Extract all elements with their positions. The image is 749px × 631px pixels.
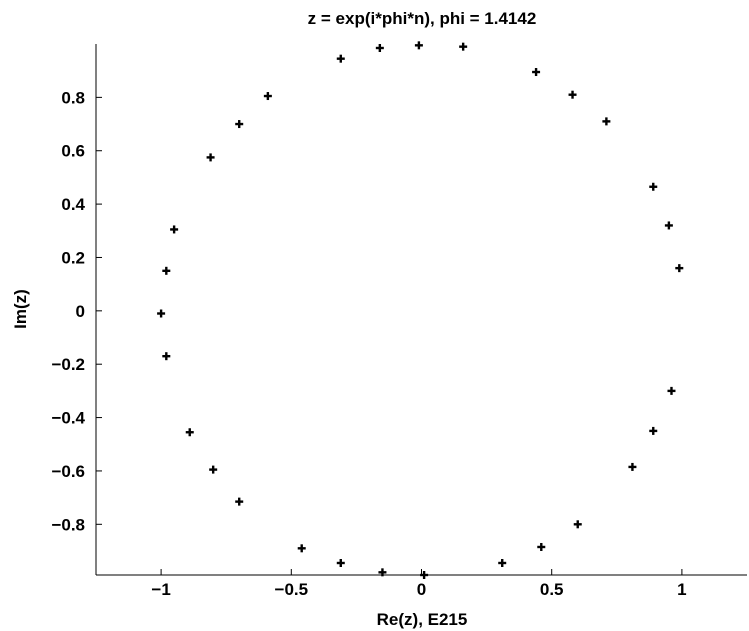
data-point (602, 117, 611, 126)
data-point (649, 426, 658, 435)
data-point (235, 120, 244, 129)
y-axis-label: Im(z) (11, 289, 30, 329)
data-point (157, 309, 166, 318)
y-tick-label: 0.8 (61, 88, 85, 107)
data-point (185, 428, 194, 437)
data-point (209, 465, 218, 474)
data-point (459, 42, 468, 51)
x-axis-label: Re(z), E215 (377, 610, 468, 629)
y-tick-label: −0.2 (51, 355, 85, 374)
y-tick-label: 0.4 (61, 195, 85, 214)
x-tick-label: 1 (677, 580, 686, 599)
data-point (206, 153, 215, 162)
data-point (336, 54, 345, 63)
data-point (162, 352, 171, 361)
y-tick-label: −0.4 (51, 409, 85, 428)
data-point (378, 568, 387, 577)
data-point (414, 41, 423, 50)
x-tick-label: 0 (417, 580, 426, 599)
data-points (157, 41, 684, 579)
data-point (532, 68, 541, 77)
data-point (573, 520, 582, 529)
data-point (498, 558, 507, 567)
y-tick-label: 0 (76, 302, 85, 321)
data-point (336, 558, 345, 567)
data-point (297, 544, 306, 553)
data-point (649, 182, 658, 191)
data-point (162, 266, 171, 275)
y-tick-label: −0.6 (51, 462, 85, 481)
data-point (263, 92, 272, 101)
data-point (667, 386, 676, 395)
y-tick-label: 0.6 (61, 142, 85, 161)
x-tick-label: 0.5 (540, 580, 564, 599)
data-point (628, 462, 637, 471)
data-point (235, 497, 244, 506)
y-tick-label: −0.8 (51, 515, 85, 534)
data-point (170, 225, 179, 234)
data-point (537, 542, 546, 551)
y-tick-label: 0.2 (61, 248, 85, 267)
y-ticks: −0.8 −0.6 −0.4 −0.2 0 0.2 0.4 0.6 0.8 (51, 88, 102, 534)
data-point (568, 90, 577, 99)
chart-title: z = exp(i*phi*n), phi = 1.4142 (308, 9, 537, 28)
x-ticks: −1 −0.5 0 0.5 1 (151, 569, 687, 599)
data-point (675, 264, 684, 273)
data-point (420, 571, 429, 579)
x-tick-label: −0.5 (275, 580, 309, 599)
x-tick-label: −1 (151, 580, 170, 599)
data-point (375, 44, 384, 53)
data-point (664, 221, 673, 230)
